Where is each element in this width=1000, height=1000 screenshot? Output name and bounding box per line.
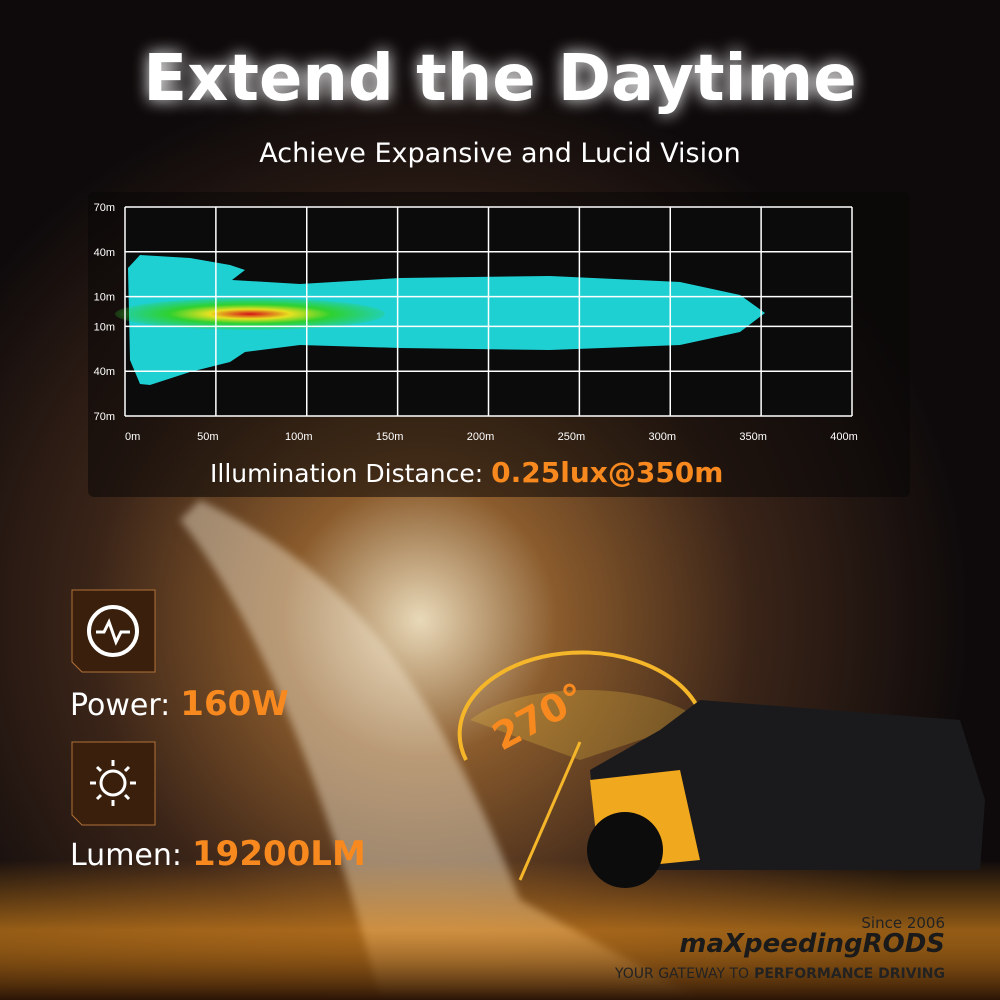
spec-value: 19200LM bbox=[192, 834, 366, 874]
beam-pattern bbox=[128, 255, 765, 385]
brand-name: maXpeedingRODS bbox=[679, 929, 945, 959]
illumination-label: Illumination Distance: 0.25lux@350m bbox=[210, 456, 723, 489]
lumen-icon bbox=[99, 769, 127, 797]
y-tick-label: 70m bbox=[94, 202, 115, 214]
x-tick-label: 300m bbox=[648, 431, 676, 443]
y-tick-label: 40m bbox=[94, 247, 115, 259]
lumen-spec: Lumen: 19200LM bbox=[70, 834, 366, 874]
beam-core bbox=[115, 298, 385, 330]
x-tick-label: 0m bbox=[125, 431, 140, 443]
x-tick-label: 100m bbox=[285, 431, 313, 443]
spec-value: 160W bbox=[180, 684, 288, 724]
title: Extend the Daytime bbox=[143, 42, 856, 116]
power-icon-wave bbox=[96, 618, 130, 646]
y-tick-label: 10m bbox=[94, 321, 115, 333]
tagline-bold: PERFORMANCE DRIVING bbox=[754, 966, 945, 982]
illumination-value: 0.25lux@350m bbox=[491, 456, 723, 489]
x-tick-label: 400m bbox=[830, 431, 858, 443]
road-light bbox=[180, 500, 700, 1000]
y-tick-label: 10m bbox=[94, 292, 115, 304]
lumen-icon-rays bbox=[90, 760, 136, 806]
x-tick-label: 250m bbox=[558, 431, 586, 443]
bottom-glow bbox=[0, 860, 1000, 1000]
spec-label: Power: bbox=[70, 688, 170, 723]
illumination-label-text: Illumination Distance: bbox=[210, 459, 483, 488]
x-tick-label: 200m bbox=[467, 431, 495, 443]
lumen-icon-box bbox=[71, 741, 156, 826]
power-spec: Power: 160W bbox=[70, 684, 289, 724]
y-tick-label: 40m bbox=[94, 366, 115, 378]
tagline: YOUR GATEWAY TO bbox=[614, 966, 749, 982]
angle-arc bbox=[457, 650, 700, 761]
y-tick-label: 70m bbox=[94, 411, 115, 423]
brand-since: Since 2006 bbox=[861, 914, 945, 932]
beam-angle bbox=[470, 690, 700, 760]
spec-label: Lumen: bbox=[70, 838, 182, 873]
subtitle: Achieve Expansive and Lucid Vision bbox=[259, 138, 741, 169]
x-tick-label: 350m bbox=[739, 431, 767, 443]
brand-tagline: YOUR GATEWAY TO PERFORMANCE DRIVING bbox=[614, 966, 945, 982]
x-tick-label: 50m bbox=[197, 431, 218, 443]
vehicle-wheel bbox=[587, 812, 663, 888]
x-tick-label: 150m bbox=[376, 431, 404, 443]
power-icon bbox=[87, 605, 139, 657]
angle-line bbox=[518, 741, 582, 881]
